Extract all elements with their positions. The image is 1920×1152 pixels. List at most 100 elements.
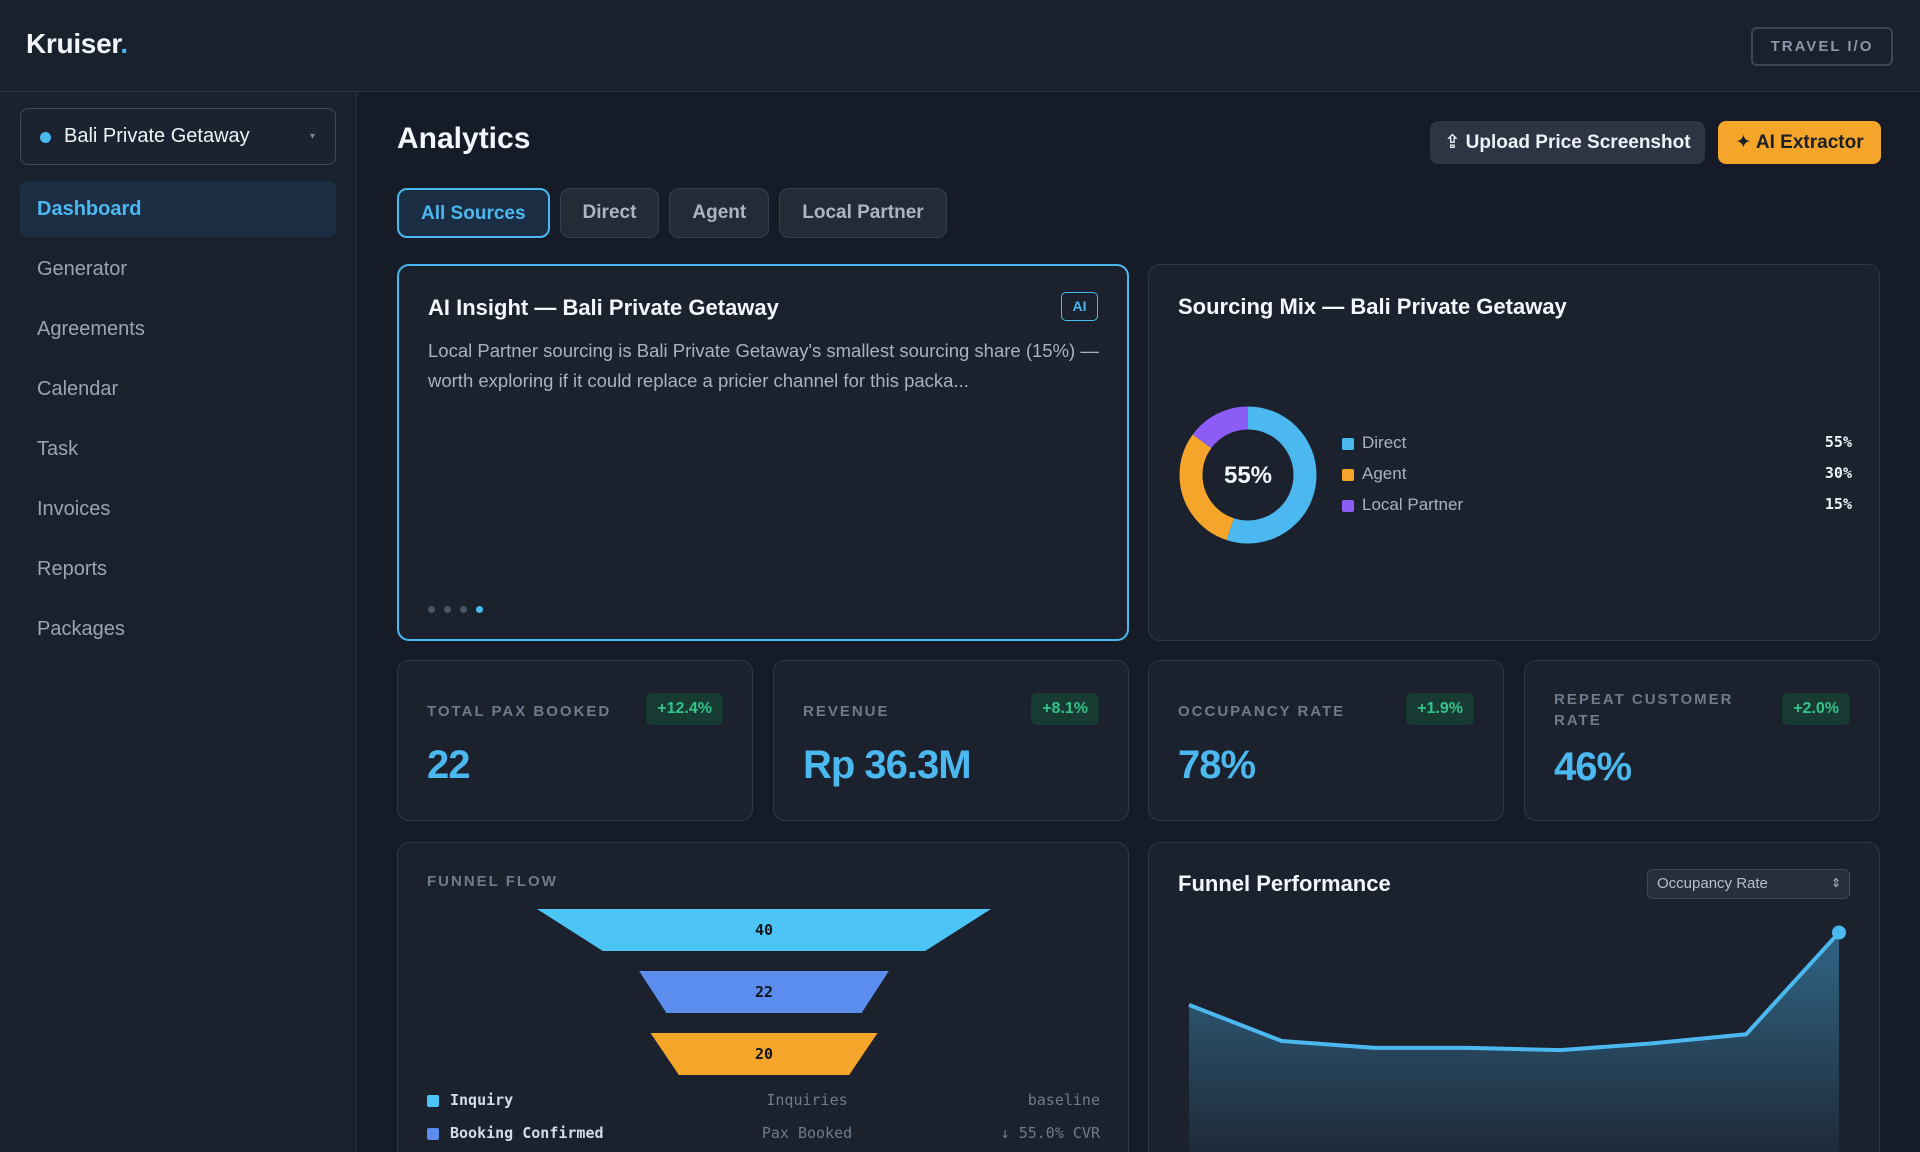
tab-agent[interactable]: Agent: [669, 188, 770, 238]
legend-item: Direct 55%: [1342, 433, 1852, 464]
sidebar: Bali Private Getaway ▾ Dashboard Generat…: [0, 92, 357, 1152]
main-content: Analytics ⇪ Upload Price Screenshot ✦ AI…: [358, 92, 1920, 1152]
kpi-label: OCCUPANCY RATE: [1178, 703, 1346, 720]
kpi-delta-badge: +12.4%: [646, 693, 723, 725]
funnel-stage: [639, 971, 889, 1013]
funnel-metric: Inquiries: [766, 1091, 848, 1109]
kpi-value: 78%: [1178, 743, 1256, 787]
funnel-metric: Pax Booked: [761, 1124, 853, 1142]
insight-text: Local Partner sourcing is Bali Private G…: [428, 340, 1099, 391]
legend-item: Agent 30%: [1342, 464, 1852, 495]
legend-value: 15%: [1824, 495, 1852, 513]
funnel-performance-chart: [1188, 925, 1846, 1152]
funnel-stage-label: 40: [755, 921, 773, 939]
kpi-value: Rp 36.3M: [803, 743, 972, 787]
funnel-stage-name: Booking Confirmed: [450, 1124, 604, 1142]
funnel-performance-card: Funnel Performance Occupancy Rate ⇕: [1148, 842, 1880, 1152]
legend-swatch: [1342, 500, 1354, 512]
ai-extractor-button[interactable]: ✦ AI Extractor: [1718, 121, 1881, 164]
sidebar-item-agreements[interactable]: Agreements: [37, 318, 145, 340]
sidebar-item-dashboard[interactable]: Dashboard: [20, 181, 336, 237]
legend-item: Local Partner 15%: [1342, 495, 1852, 526]
logo-text: Kruiser: [26, 28, 121, 59]
kpi-value: 46%: [1554, 745, 1632, 789]
sidebar-item-invoices[interactable]: Invoices: [37, 498, 111, 520]
pagination-dot[interactable]: [476, 606, 483, 613]
kpi-label: TOTAL PAX BOOKED: [427, 703, 612, 720]
sidebar-nav: Dashboard Generator Agreements Calendar …: [20, 181, 336, 661]
funnel-legend-row: Inquiry Inquiries baseline: [427, 1091, 1100, 1124]
legend-swatch: [427, 1095, 439, 1107]
sourcing-donut-chart: 55%: [1179, 406, 1317, 544]
funnel-chart: 40 22 20: [537, 909, 991, 1075]
legend-swatch: [1342, 438, 1354, 450]
donut-slice-agent: [1179, 406, 1317, 544]
app-logo[interactable]: Kruiser.: [26, 28, 128, 60]
funnel-stage: [650, 1033, 878, 1075]
pagination-dot[interactable]: [444, 606, 451, 613]
sourcing-legend: Direct 55% Agent 30% Local Partner 15%: [1342, 433, 1852, 526]
funnel-note: baseline: [1027, 1091, 1100, 1109]
top-bar: Kruiser. TRAVEL I/O: [0, 0, 1920, 92]
sidebar-item-reports[interactable]: Reports: [37, 558, 108, 580]
page-title: Analytics: [397, 122, 531, 155]
kpi-revenue: REVENUE +8.1% Rp 36.3M: [773, 660, 1129, 821]
tab-direct[interactable]: Direct: [559, 188, 660, 238]
tab-local-partner[interactable]: Local Partner: [779, 188, 947, 238]
insight-title: AI Insight — Bali Private Getaway: [428, 295, 779, 320]
funnel-flow-header: FUNNEL FLOW: [427, 873, 558, 890]
status-dot-icon: [40, 132, 51, 143]
pagination-dots: [428, 606, 492, 613]
legend-value: 30%: [1824, 464, 1852, 482]
funnel-stage-label: 22: [755, 983, 773, 1001]
kpi-delta-badge: +8.1%: [1031, 693, 1099, 725]
metric-select-value: Occupancy Rate: [1657, 875, 1768, 892]
kpi-value: 22: [427, 743, 470, 787]
sidebar-item-calendar[interactable]: Calendar: [37, 378, 119, 400]
sourcing-mix-title: Sourcing Mix — Bali Private Getaway: [1178, 294, 1567, 319]
upload-price-screenshot-button[interactable]: ⇪ Upload Price Screenshot: [1430, 121, 1705, 164]
legend-swatch: [427, 1128, 439, 1140]
tab-all-sources[interactable]: All Sources: [397, 188, 550, 238]
legend-label: Local Partner: [1362, 495, 1464, 514]
legend-swatch: [1342, 469, 1354, 481]
funnel-legend-row: Booking Confirmed Pax Booked ↓ 55.0% CVR: [427, 1124, 1100, 1152]
kpi-label: REPEAT CUSTOMER RATE: [1554, 691, 1734, 729]
kpi-delta-badge: +2.0%: [1782, 693, 1850, 725]
ai-badge: AI: [1061, 292, 1098, 321]
funnel-stage: [537, 909, 991, 951]
kpi-label: REVENUE: [803, 703, 890, 720]
donut-slice-local-partner: [1179, 406, 1317, 544]
funnel-note: ↓ 55.0% CVR: [1000, 1124, 1100, 1142]
logo-dot: .: [120, 28, 128, 59]
package-select-value: Bali Private Getaway: [64, 125, 250, 147]
source-tabs: All Sources Direct Agent Local Partner: [397, 188, 957, 238]
sidebar-item-task[interactable]: Task: [37, 438, 79, 460]
ai-insight-card: AI Insight — Bali Private Getaway AI Loc…: [397, 264, 1129, 641]
series-line: [1188, 931, 1841, 1053]
kpi-occupancy-rate: OCCUPANCY RATE +1.9% 78%: [1148, 660, 1504, 821]
funnel-flow-card: FUNNEL FLOW 40 22 20 Inquiry Inquiries basel…: [397, 842, 1129, 1152]
metric-select[interactable]: Occupancy Rate ⇕: [1647, 869, 1850, 899]
kpi-repeat-customer-rate: REPEAT CUSTOMER RATE +2.0% 46%: [1524, 660, 1880, 821]
funnel-stage-name: Inquiry: [450, 1091, 514, 1109]
kpi-total-pax: TOTAL PAX BOOKED +12.4% 22: [397, 660, 753, 821]
sourcing-mix-card: Sourcing Mix — Bali Private Getaway 55% …: [1148, 264, 1880, 641]
legend-label: Agent: [1362, 464, 1407, 483]
legend-label: Direct: [1362, 433, 1407, 452]
package-select[interactable]: Bali Private Getaway ▾: [20, 108, 336, 165]
kpi-delta-badge: +1.9%: [1406, 693, 1474, 725]
funnel-stage-label: 20: [755, 1045, 773, 1063]
pagination-dot[interactable]: [428, 606, 435, 613]
donut-center-label: 55%: [1224, 462, 1272, 489]
funnel-performance-title: Funnel Performance: [1178, 871, 1391, 896]
chevron-down-icon: ▾: [309, 131, 315, 142]
sidebar-item-generator[interactable]: Generator: [37, 258, 128, 280]
data-point[interactable]: [1832, 925, 1846, 940]
travel-io-button[interactable]: TRAVEL I/O: [1751, 27, 1893, 66]
pagination-dot[interactable]: [460, 606, 467, 613]
funnel-legend: Inquiry Inquiries baseline Booking Confirme…: [427, 1091, 1100, 1152]
sidebar-item-packages[interactable]: Packages: [37, 618, 125, 640]
area-fill: [1189, 932, 1839, 1152]
select-arrows-icon: ⇕: [1830, 876, 1841, 890]
